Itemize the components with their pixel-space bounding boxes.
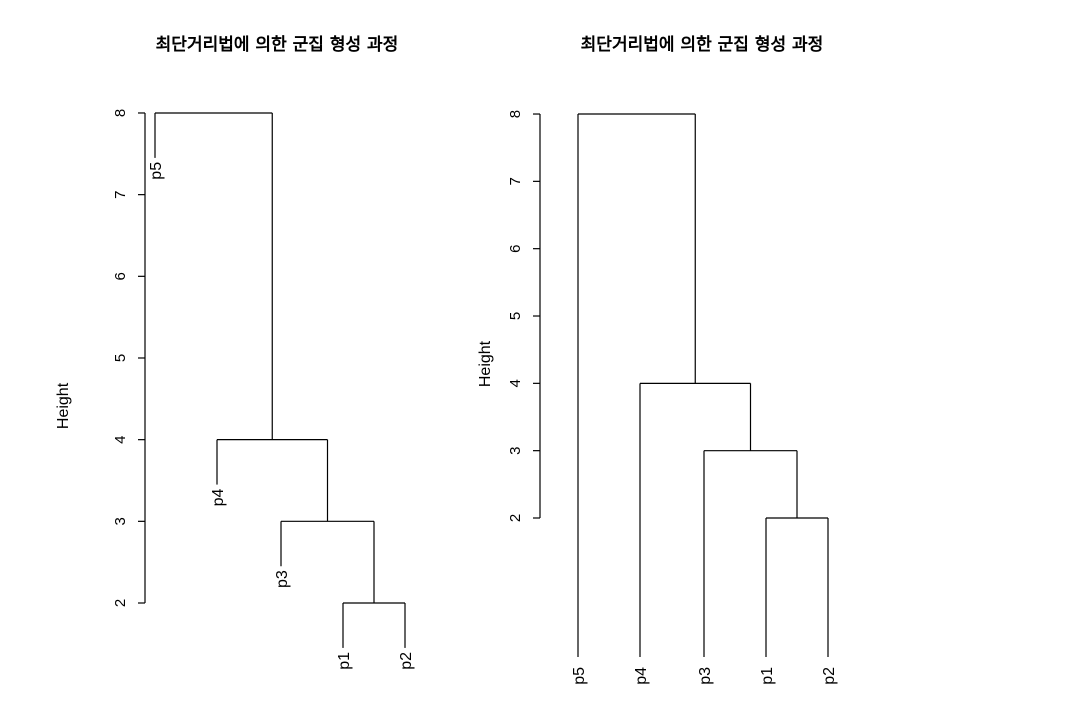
chart-panel-1: 최단거리법에 의한 군집 형성 과정 2 3 4 5 6 7 8 Height p1 p2 p3 p4 p…: [55, 34, 415, 670]
chart-title: 최단거리법에 의한 군집 형성 과정: [581, 34, 824, 55]
y-tick-label: 5: [507, 312, 524, 320]
y-tick-label: 7: [507, 177, 524, 185]
y-axis-label: Height: [477, 340, 494, 387]
y-tick-label: 2: [112, 599, 129, 607]
leaf-label-p3: p3: [697, 667, 714, 685]
y-tick-label: 6: [112, 272, 129, 280]
y-axis-label: Height: [55, 382, 72, 429]
leaf-label-p1: p1: [759, 667, 776, 685]
leaf-label-p2: p2: [821, 667, 838, 685]
leaf-label-p5: p5: [148, 162, 165, 180]
y-tick-label: 3: [112, 517, 129, 525]
y-tick-label: 2: [507, 514, 524, 522]
leaf-label-p3: p3: [274, 570, 291, 588]
y-tick-label: 3: [507, 446, 524, 454]
chart-title: 최단거리법에 의한 군집 형성 과정: [156, 34, 399, 55]
y-tick-label: 8: [112, 109, 129, 117]
chart-panel-2: 최단거리법에 의한 군집 형성 과정 2 3 4 5 6 7 8 Height p1 p2 p3 p4 p…: [477, 34, 838, 685]
leaf-label-p5: p5: [571, 667, 588, 685]
y-tick-label: 7: [112, 190, 129, 198]
y-tick-label: 4: [507, 379, 524, 387]
leaf-label-p2: p2: [398, 652, 415, 670]
y-tick-label: 5: [112, 354, 129, 362]
y-tick-label: 8: [507, 110, 524, 118]
y-tick-label: 6: [507, 245, 524, 253]
y-tick-label: 4: [112, 435, 129, 443]
leaf-label-p4: p4: [633, 667, 650, 685]
leaf-label-p4: p4: [210, 488, 227, 506]
leaf-label-p1: p1: [336, 652, 353, 670]
